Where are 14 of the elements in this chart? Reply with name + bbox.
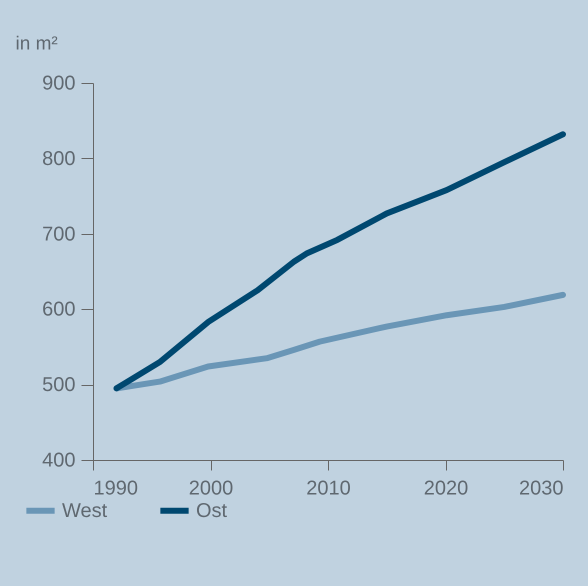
x-tick-label: 2010 — [306, 478, 351, 500]
y-axis-title: in m² — [16, 34, 58, 54]
legend-label: West — [62, 500, 108, 522]
legend-label: Ost — [196, 500, 228, 522]
x-tick-label: 2000 — [188, 478, 234, 500]
y-tick-label: 800 — [42, 148, 76, 170]
y-tick-label: 400 — [42, 450, 76, 472]
x-tick-label: 2030 — [519, 478, 564, 500]
y-tick-label: 900 — [42, 72, 76, 94]
y-tick-label: 500 — [42, 374, 76, 396]
y-tick-label: 700 — [42, 223, 76, 246]
x-tick-label: 2020 — [424, 478, 468, 500]
y-tick-label: 600 — [42, 298, 76, 321]
x-tick-label: 1990 — [94, 478, 138, 500]
